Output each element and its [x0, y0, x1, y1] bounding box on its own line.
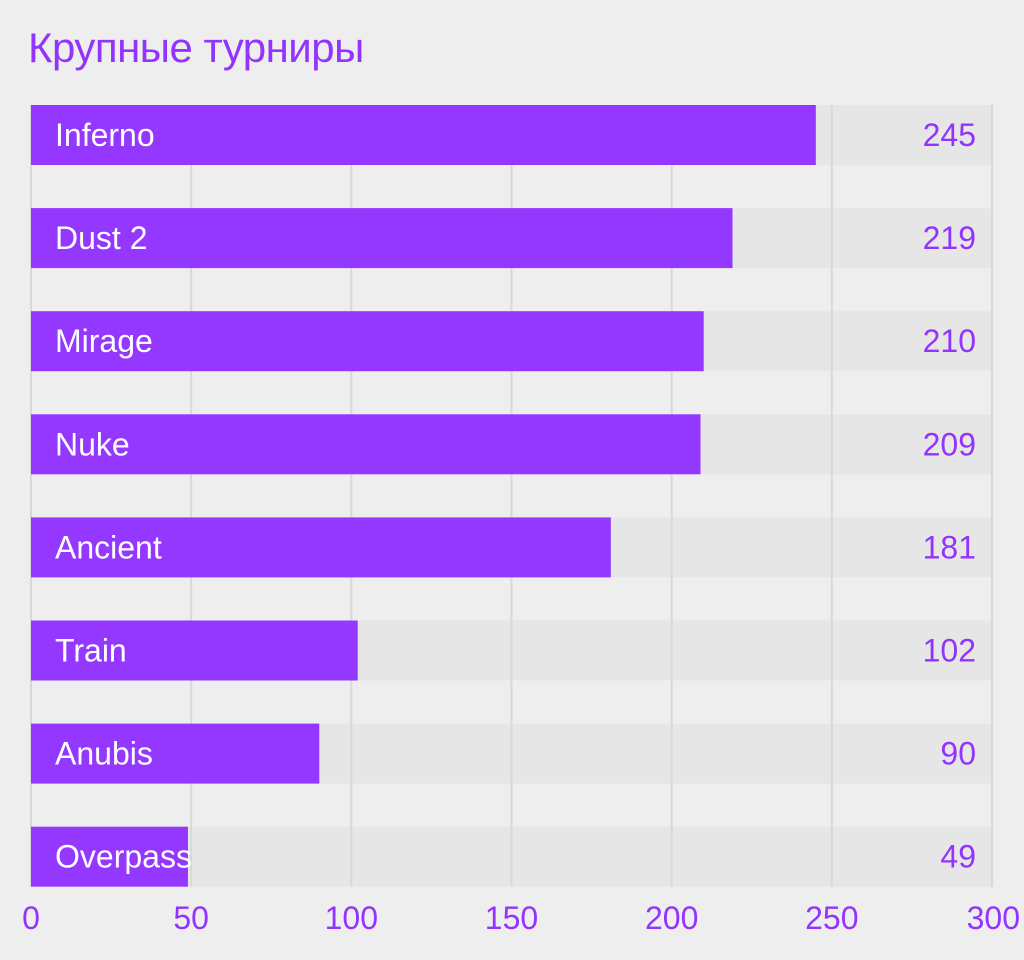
bar: [31, 517, 611, 578]
category-label: Overpass: [55, 839, 192, 875]
category-label: Inferno: [55, 117, 155, 153]
value-label: 245: [923, 117, 976, 153]
bar: [31, 208, 733, 269]
bar: [31, 105, 816, 165]
x-tick-label: 150: [485, 900, 538, 936]
bar: [31, 723, 320, 784]
x-tick-label: 250: [805, 900, 858, 936]
chart-title: Крупные турниры: [28, 24, 364, 71]
bar: [31, 311, 704, 372]
value-label: 209: [923, 426, 976, 462]
category-label: Mirage: [55, 323, 153, 359]
value-label: 210: [923, 323, 976, 359]
value-label: 181: [923, 529, 976, 565]
x-tick-label: 300: [967, 900, 1020, 936]
value-label: 90: [940, 736, 976, 772]
category-label: Anubis: [55, 736, 153, 772]
x-tick-label: 0: [22, 900, 40, 936]
x-tick-label: 100: [325, 900, 378, 936]
x-tick-label: 200: [645, 900, 698, 936]
value-label: 219: [923, 220, 976, 256]
bar: [31, 620, 358, 681]
bar: [31, 414, 701, 475]
bar: [31, 826, 188, 887]
value-label: 102: [923, 633, 976, 669]
value-label: 49: [940, 839, 976, 875]
category-label: Train: [55, 633, 127, 669]
x-tick-label: 50: [173, 900, 209, 936]
category-label: Ancient: [55, 529, 162, 565]
category-label: Dust 2: [55, 220, 147, 256]
category-label: Nuke: [55, 426, 130, 462]
